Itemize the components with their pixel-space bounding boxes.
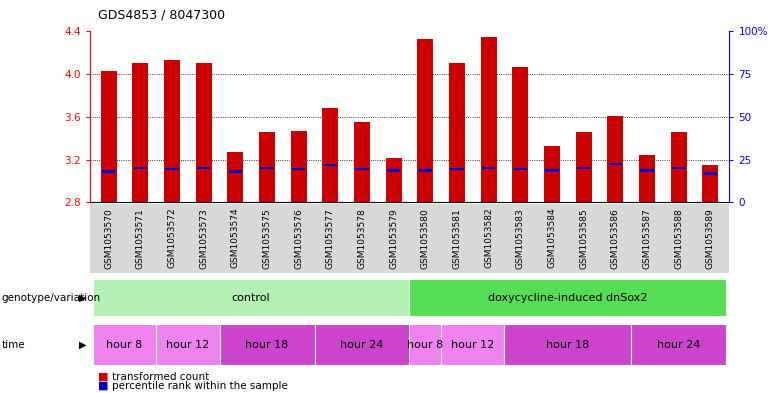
Text: GSM1053586: GSM1053586 — [611, 208, 620, 268]
Bar — [387, 169, 400, 171]
Text: GSM1053575: GSM1053575 — [263, 208, 271, 268]
Text: GSM1053585: GSM1053585 — [579, 208, 588, 268]
Bar — [513, 168, 527, 171]
Bar — [608, 116, 623, 202]
Text: hour 12: hour 12 — [451, 340, 495, 350]
Bar — [229, 170, 242, 173]
Bar — [292, 168, 306, 171]
Bar — [577, 167, 590, 169]
Bar — [133, 167, 147, 169]
Bar — [702, 165, 718, 202]
Bar — [261, 167, 274, 169]
Text: GSM1053570: GSM1053570 — [105, 208, 113, 268]
Text: GSM1053577: GSM1053577 — [326, 208, 335, 268]
Text: GSM1053576: GSM1053576 — [294, 208, 303, 268]
Bar — [419, 169, 432, 171]
Text: hour 24: hour 24 — [657, 340, 700, 350]
Text: hour 12: hour 12 — [166, 340, 210, 350]
Bar — [480, 37, 497, 202]
Bar — [482, 167, 495, 169]
Bar — [291, 131, 307, 202]
Text: hour 24: hour 24 — [340, 340, 384, 350]
Text: GSM1053579: GSM1053579 — [389, 208, 398, 268]
Bar — [417, 39, 433, 202]
Text: GSM1053580: GSM1053580 — [421, 208, 430, 268]
Text: hour 8: hour 8 — [407, 340, 444, 350]
Bar — [545, 169, 558, 171]
Text: GSM1053578: GSM1053578 — [357, 208, 367, 268]
Text: GSM1053584: GSM1053584 — [548, 208, 556, 268]
Text: GSM1053589: GSM1053589 — [706, 208, 714, 268]
Bar — [259, 132, 275, 202]
Text: hour 18: hour 18 — [246, 340, 289, 350]
Text: GSM1053582: GSM1053582 — [484, 208, 493, 268]
Text: control: control — [232, 293, 271, 303]
Text: GSM1053572: GSM1053572 — [168, 208, 176, 268]
Bar — [197, 167, 211, 169]
Bar — [133, 64, 148, 202]
Text: time: time — [2, 340, 25, 350]
Text: genotype/variation: genotype/variation — [2, 293, 101, 303]
Text: ■: ■ — [98, 372, 112, 382]
Text: hour 8: hour 8 — [106, 340, 143, 350]
Bar — [512, 67, 528, 202]
Text: GSM1053571: GSM1053571 — [136, 208, 145, 268]
Text: doxycycline-induced dnSox2: doxycycline-induced dnSox2 — [488, 293, 647, 303]
Bar — [102, 170, 115, 173]
Bar — [576, 132, 591, 202]
Bar — [672, 167, 686, 169]
Bar — [450, 168, 464, 171]
Bar — [608, 163, 622, 165]
Text: GSM1053583: GSM1053583 — [516, 208, 525, 268]
Bar — [324, 164, 337, 166]
Bar — [196, 64, 211, 202]
Text: ■: ■ — [98, 381, 112, 391]
Bar — [322, 108, 339, 202]
Bar — [101, 71, 117, 202]
Bar — [386, 158, 402, 202]
Text: ▶: ▶ — [79, 340, 87, 350]
Bar — [671, 132, 686, 202]
Text: GSM1053574: GSM1053574 — [231, 208, 240, 268]
Text: transformed count: transformed count — [112, 372, 209, 382]
Bar — [544, 146, 560, 202]
Text: GSM1053588: GSM1053588 — [674, 208, 683, 268]
Text: ▶: ▶ — [79, 293, 87, 303]
Text: hour 18: hour 18 — [546, 340, 590, 350]
Bar — [165, 168, 179, 171]
Bar — [355, 168, 369, 171]
Text: GSM1053587: GSM1053587 — [643, 208, 651, 268]
Bar — [164, 60, 180, 202]
Bar — [639, 155, 655, 202]
Bar — [228, 152, 243, 202]
Bar — [449, 64, 465, 202]
Bar — [704, 173, 717, 175]
Text: percentile rank within the sample: percentile rank within the sample — [112, 381, 287, 391]
Bar — [354, 122, 370, 202]
Text: GDS4853 / 8047300: GDS4853 / 8047300 — [98, 9, 225, 22]
Bar — [640, 169, 654, 171]
Text: GSM1053581: GSM1053581 — [452, 208, 462, 268]
Text: GSM1053573: GSM1053573 — [199, 208, 208, 268]
